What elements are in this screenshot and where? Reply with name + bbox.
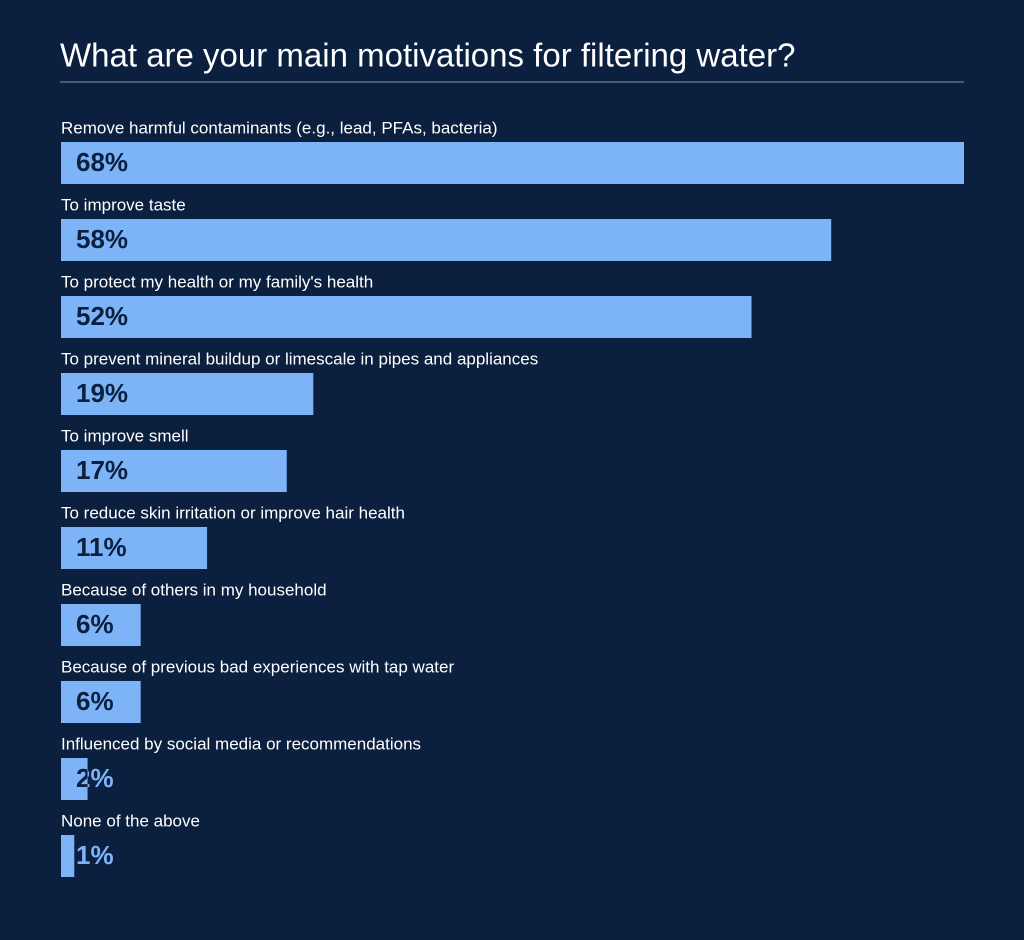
category-label: None of the above xyxy=(61,811,200,830)
category-label: Because of others in my household xyxy=(61,580,327,599)
value-label: 68% xyxy=(76,147,128,177)
bar xyxy=(61,296,752,338)
value-label: 6% xyxy=(76,609,114,639)
bar xyxy=(61,681,141,723)
bar xyxy=(61,758,88,800)
value-label: 17% xyxy=(76,455,128,485)
bar xyxy=(61,142,964,184)
value-label: 52% xyxy=(76,301,128,331)
category-label: To prevent mineral buildup or limescale … xyxy=(61,349,538,368)
bar xyxy=(61,219,832,261)
bar xyxy=(61,604,141,646)
bar xyxy=(61,450,287,492)
category-label: Because of previous bad experiences with… xyxy=(61,657,454,676)
category-label: To reduce skin irritation or improve hai… xyxy=(61,503,405,522)
bar xyxy=(61,527,208,569)
category-label: Influenced by social media or recommenda… xyxy=(61,734,421,753)
category-label: To improve taste xyxy=(61,195,186,214)
value-label: 58% xyxy=(76,224,128,254)
category-label: To improve smell xyxy=(61,426,189,445)
value-label: 6% xyxy=(76,686,114,716)
value-label: 11% xyxy=(76,532,127,562)
value-label: 2% xyxy=(76,763,114,793)
value-label: 1% xyxy=(76,840,114,870)
category-label: Remove harmful contaminants (e.g., lead,… xyxy=(61,118,498,137)
category-label: To protect my health or my family's heal… xyxy=(61,272,373,291)
value-label: 2% xyxy=(76,763,114,793)
bar xyxy=(61,373,314,415)
chart-title: What are your main motivations for filte… xyxy=(60,37,795,74)
bar xyxy=(61,835,75,877)
value-label: 19% xyxy=(76,378,128,408)
